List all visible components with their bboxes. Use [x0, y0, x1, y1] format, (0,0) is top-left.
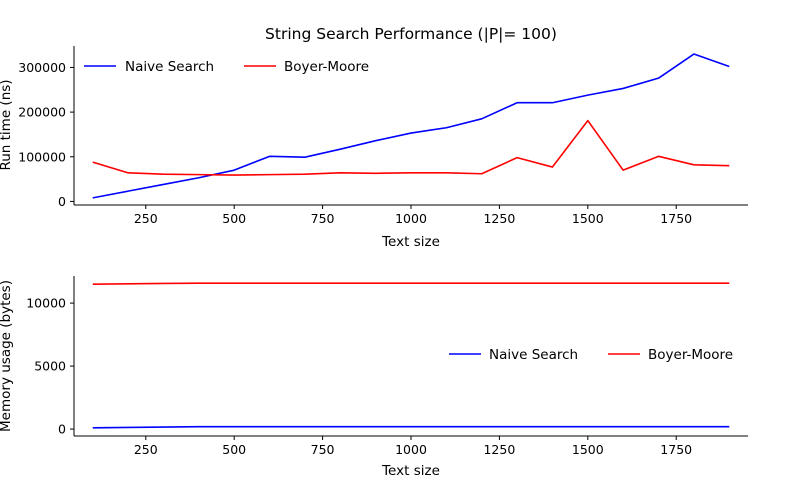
memory-x-tick-label: 1750	[660, 442, 692, 457]
memory-legend-label-naive: Naive Search	[489, 347, 578, 363]
runtime-x-axis-label: Text size	[381, 234, 440, 250]
memory-y-tick-label: 5000	[34, 359, 66, 374]
runtime-x-tick-label: 250	[134, 211, 158, 226]
memory-y-tick-label: 0	[58, 422, 66, 437]
runtime-y-tick-label: 0	[58, 194, 66, 209]
memory-x-tick-label: 1500	[572, 442, 604, 457]
runtime-series-naive-line	[92, 53, 730, 199]
memory-legend: Naive Search Boyer-Moore	[449, 347, 733, 363]
runtime-x-tick-label: 1500	[572, 211, 604, 226]
runtime-legend: Naive Search Boyer-Moore	[84, 59, 369, 75]
memory-series-boyer-moore-line	[92, 282, 730, 285]
memory-y-axis-label: Memory usage (bytes)	[0, 280, 14, 432]
memory-panel: 250 500 750 1000 1250 1500 1750 0 5000 10000 Tex…	[0, 276, 748, 479]
memory-y-ticks: 0 5000 10000	[26, 296, 74, 437]
memory-legend-label-boyer-moore: Boyer-Moore	[648, 347, 733, 363]
memory-x-ticks: 250 500 750 1000 1250 1500 1750	[134, 436, 692, 457]
runtime-x-tick-label: 750	[311, 211, 335, 226]
runtime-legend-label-naive: Naive Search	[125, 59, 214, 75]
runtime-x-tick-label: 1000	[395, 211, 427, 226]
runtime-series-layer	[92, 53, 730, 199]
memory-y-tick-label: 10000	[26, 296, 66, 311]
runtime-y-ticks: 0 100000 200000 300000	[18, 60, 74, 209]
runtime-x-tick-label: 500	[222, 211, 246, 226]
runtime-x-tick-label: 1250	[483, 211, 515, 226]
memory-x-axis-label: Text size	[381, 463, 440, 479]
runtime-series-boyer-moore-line	[92, 119, 730, 176]
memory-x-tick-label: 250	[134, 442, 158, 457]
memory-series-layer	[92, 282, 730, 429]
runtime-y-tick-label: 300000	[18, 60, 66, 75]
memory-series-naive-line	[92, 425, 730, 429]
runtime-x-tick-label: 1750	[660, 211, 692, 226]
runtime-y-axis-label: Run time (ns)	[0, 79, 14, 170]
runtime-panel: 250 500 750 1000 1250 1500 1750 0 100000 200000 3…	[0, 46, 748, 250]
runtime-legend-label-boyer-moore: Boyer-Moore	[284, 59, 369, 75]
memory-x-tick-label: 500	[222, 442, 246, 457]
runtime-y-tick-label: 200000	[18, 105, 66, 120]
memory-x-tick-label: 750	[311, 442, 335, 457]
memory-x-tick-label: 1250	[483, 442, 515, 457]
memory-x-tick-label: 1000	[395, 442, 427, 457]
runtime-x-ticks: 250 500 750 1000 1250 1500 1750	[134, 205, 692, 226]
chart-title: String Search Performance (|P|= 100)	[265, 25, 557, 43]
runtime-y-tick-label: 100000	[18, 149, 66, 164]
